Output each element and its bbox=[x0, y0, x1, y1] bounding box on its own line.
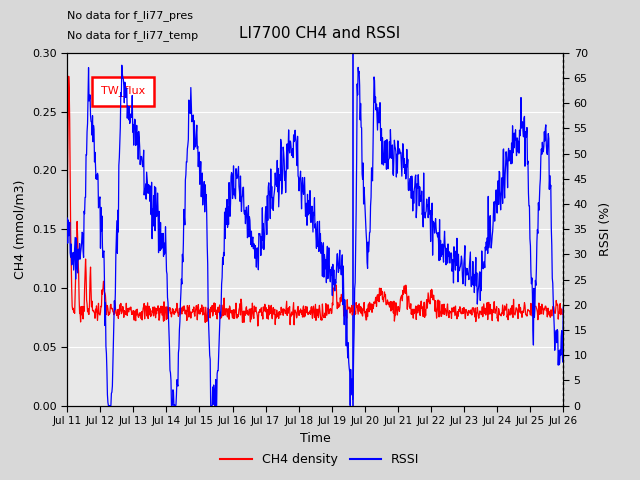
Y-axis label: CH4 (mmol/m3): CH4 (mmol/m3) bbox=[13, 180, 26, 279]
FancyBboxPatch shape bbox=[92, 77, 154, 106]
X-axis label: Time: Time bbox=[300, 432, 331, 444]
Legend: CH4 density, RSSI: CH4 density, RSSI bbox=[216, 448, 424, 471]
Text: TW_flux: TW_flux bbox=[101, 85, 145, 96]
Text: No data for f_li77_pres: No data for f_li77_pres bbox=[67, 11, 193, 22]
Y-axis label: RSSI (%): RSSI (%) bbox=[599, 202, 612, 256]
Text: No data for f_li77_temp: No data for f_li77_temp bbox=[67, 30, 198, 41]
Text: LI7700 CH4 and RSSI: LI7700 CH4 and RSSI bbox=[239, 26, 401, 41]
